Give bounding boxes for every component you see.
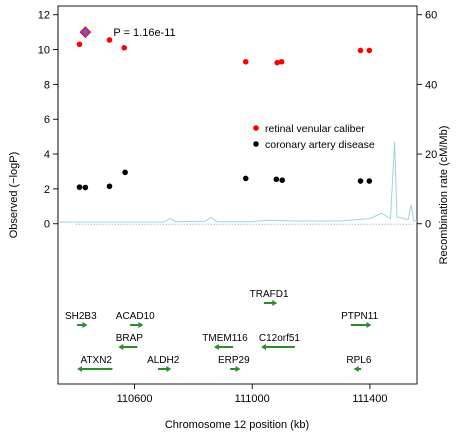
point-retinal xyxy=(106,37,113,43)
gene-arrowhead xyxy=(118,344,124,350)
y-tick-label: 6 xyxy=(44,114,50,126)
point-cad xyxy=(273,176,280,183)
gene-label: PTPN11 xyxy=(341,311,378,322)
gene-arrowhead xyxy=(235,366,241,372)
y2-axis-label: Recombination rate (cM/Mb) xyxy=(438,126,450,265)
x-tick-label: 111000 xyxy=(235,393,270,405)
gene-label: ATXN2 xyxy=(81,355,113,366)
point-cad xyxy=(366,178,373,184)
point-cad xyxy=(82,184,89,191)
point-cad xyxy=(357,178,364,184)
point-cad xyxy=(106,183,113,190)
gene-arrowhead xyxy=(260,344,266,350)
y-tick-label: 4 xyxy=(44,149,50,161)
y2-tick-label: 40 xyxy=(425,79,437,91)
legend-marker xyxy=(253,141,259,147)
y-tick-label: 10 xyxy=(38,45,50,57)
gene-arrowhead xyxy=(82,322,88,328)
gene-label: BRAP xyxy=(116,333,144,344)
point-retinal xyxy=(366,47,373,54)
gene-label: SH2B3 xyxy=(65,311,97,322)
point-retinal xyxy=(242,58,249,65)
point-cad xyxy=(242,175,249,182)
point-cad xyxy=(122,169,128,176)
y-tick-label: 2 xyxy=(44,184,50,196)
gene-label: C12orf51 xyxy=(259,333,301,344)
legend-label: coronary artery disease xyxy=(265,139,375,151)
recombination-line xyxy=(58,141,418,223)
data-points xyxy=(76,26,373,191)
y2-tick-label: 60 xyxy=(425,10,437,22)
gene-arrowhead xyxy=(213,344,219,350)
y-axis-label: Observed (−logP) xyxy=(8,152,20,239)
y2-tick-label: 20 xyxy=(425,149,437,161)
x-tick-label: 110600 xyxy=(117,393,153,405)
gene-label: RPL6 xyxy=(346,355,371,366)
gene-label: ACAD10 xyxy=(116,311,155,322)
point-retinal xyxy=(357,47,364,54)
lead-snp-diamond xyxy=(79,26,92,38)
point-cad xyxy=(76,184,83,190)
left-axis: 0 2 4 6 8 10 12 xyxy=(38,10,59,231)
y-tick-label: 0 xyxy=(44,219,50,231)
legend-marker xyxy=(253,125,259,131)
gene-track: TRAFD1 SH2B3 ACAD10 PTPN11 BRAP TMEM116 C12orf… xyxy=(65,289,379,372)
gene-label: TRAFD1 xyxy=(250,289,289,300)
plot-frame xyxy=(57,5,418,385)
bottom-axis: 110600 111000 111400 xyxy=(117,384,387,405)
point-retinal xyxy=(76,41,83,48)
gene-arrowhead xyxy=(138,322,144,328)
p-value-annotation: P = 1.16e-11 xyxy=(113,27,175,39)
gene-label: ERP29 xyxy=(218,355,250,366)
gene-label: TMEM116 xyxy=(202,333,248,344)
point-retinal xyxy=(278,58,285,65)
gene-arrowhead xyxy=(353,366,359,372)
y-tick-label: 12 xyxy=(38,10,50,22)
y-tick-label: 8 xyxy=(44,79,50,91)
y2-tick-label: 0 xyxy=(425,219,431,231)
gene-arrowhead xyxy=(272,300,278,306)
x-tick-label: 111400 xyxy=(352,393,387,405)
point-cad xyxy=(279,177,286,183)
gene-arrowhead xyxy=(366,322,372,328)
gene-label: ALDH2 xyxy=(147,355,180,366)
point-retinal xyxy=(274,59,281,66)
point-retinal xyxy=(121,45,128,51)
right-axis: 0 20 40 60 xyxy=(417,10,437,231)
x-axis-label: Chromosome 12 position (kb) xyxy=(165,419,309,431)
gene-arrowhead xyxy=(77,366,83,372)
gene-arrowhead xyxy=(166,366,172,372)
legend-label: retinal venular caliber xyxy=(265,123,365,135)
legend: retinal venular caliber coronary artery d… xyxy=(253,123,375,151)
